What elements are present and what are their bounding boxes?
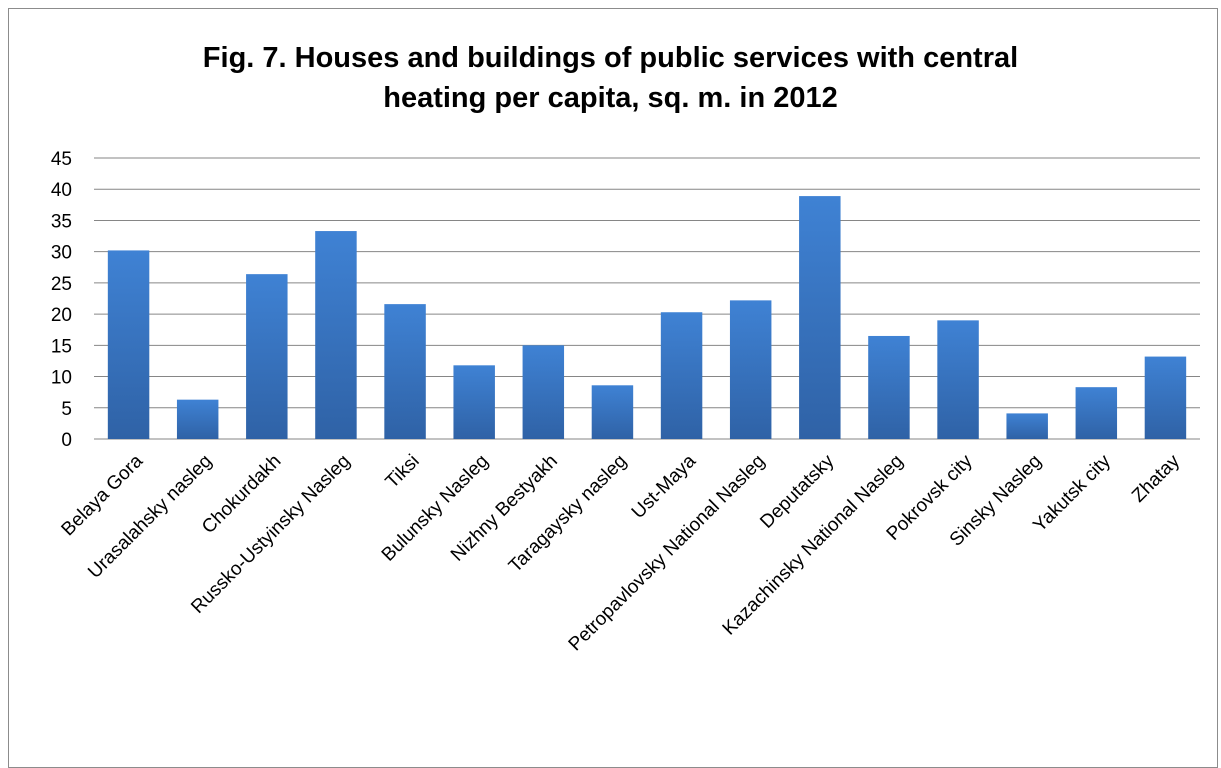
bar [868,335,910,439]
x-category-label: Tiksi [382,451,424,493]
chart-title: Fig. 7. Houses and buildings of public s… [0,38,1221,118]
chart-title-line-1: Fig. 7. Houses and buildings of public s… [202,42,1019,74]
bar [1006,413,1048,439]
y-tick-label: 30 [51,243,72,264]
y-tick-label: 10 [51,368,72,389]
bar [660,312,703,439]
y-tick-label: 20 [51,305,72,326]
x-category-label: Zhatay [1128,450,1184,506]
bar-chart: 0 5 10 15 20 25 30 35 40 45 Belaya GoraUrasalahsk… [51,149,1200,655]
bar [937,320,979,439]
bar [591,385,634,439]
bar [1075,387,1118,439]
bar [1144,356,1187,439]
x-category-label: Urasalahsky nasleg [84,451,216,583]
bar [384,304,426,439]
y-tick-label: 40 [51,180,72,201]
chart-title-line-2: heating per capita, sq. m. in 2012 [383,82,838,114]
y-tick-label: 5 [61,399,72,420]
bar [246,274,288,439]
bar [107,250,150,439]
bars [107,196,1187,439]
y-tick-label: 35 [51,211,72,232]
bar [729,300,772,439]
y-axis-tick-labels: 0 5 10 15 20 25 30 35 40 45 [51,149,72,451]
y-tick-label: 15 [51,336,72,357]
bar [799,196,841,439]
y-tick-label: 0 [61,430,72,451]
x-category-label: Ust-Maya [628,450,701,523]
bar [315,231,357,439]
y-tick-label: 25 [51,274,72,295]
bar [453,365,495,439]
bar [522,345,565,439]
x-category-label: Taragaysky nasleg [505,451,631,577]
y-tick-label: 45 [51,149,72,170]
bar [176,399,219,439]
